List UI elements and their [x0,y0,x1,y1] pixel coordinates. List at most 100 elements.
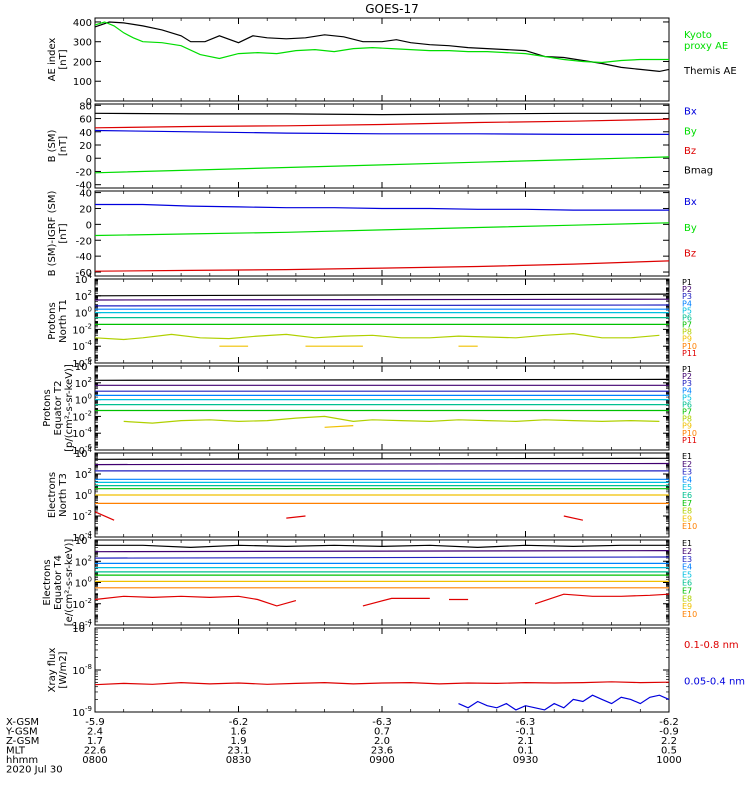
series-line-p1 [94,378,670,381]
plot-title: GOES-17 [365,2,419,16]
orbit-value: 0.5 [661,746,677,757]
y-tick-label: 102 [75,554,92,568]
y-tick-label: 10-2 [72,509,92,523]
y-tick-exponent: 4 [88,359,93,367]
legend-label-line: By [684,126,697,137]
y-axis-title-line: [W/m2] [58,651,69,688]
series-line-e2 [94,550,670,553]
series-line-p1 [94,293,670,297]
orbit-value: 0900 [369,755,394,766]
y-tick-label: 100 [75,576,92,590]
orbit-value: 2.1 [518,736,534,747]
legend-label-p5: P5 [682,306,692,315]
legend-label-e10: E10 [682,610,697,619]
y-tick-label: 20 [79,141,92,152]
series-line-e10 [563,515,584,521]
y-tick-label: -20 [76,236,92,247]
orbit-value: 0800 [82,755,107,766]
series-line-0-05-0-4-nm [458,694,670,711]
legend-label-line: Bz [684,249,696,260]
y-tick-exponent: 2 [88,554,92,562]
orbit-row-label: X-GSM [6,717,39,728]
legend-label: Themis AE [683,66,737,77]
y-tick-label: 0 [86,97,92,108]
y-axis-title: AE index[nT] [47,38,69,82]
legend-label-e4: E4 [682,563,692,572]
series-line-e2 [94,462,670,466]
series-line-p3 [94,304,670,307]
legend-label: Bz [684,146,696,157]
y-tick-label: 10-2 [72,322,92,336]
orbit-value: 22.6 [84,746,106,757]
y-tick-label: 104 [75,359,93,373]
y-axis-title-line: B (SM)-IGRF (SM) [47,191,58,277]
legend-label-e1: E1 [682,452,692,461]
y-tick-label: 60 [79,115,92,126]
y-tick-exponent: -4 [85,426,93,434]
legend-label-p9: P9 [682,335,692,344]
y-axis-title-line: B (SM) [47,129,58,162]
series-line-e1 [94,457,670,460]
orbit-value: 0.1 [518,746,534,757]
legend-label-e7: E7 [682,499,692,508]
orbit-value: -6.2 [659,717,679,728]
legend-label: 0.05-0.4 nm [684,677,745,688]
series-line-e1 [95,544,669,549]
y-tick-label: 104 [75,533,93,547]
legend-label-p8: P8 [682,328,692,337]
legend-label-p7: P7 [682,321,692,330]
y-tick-label: 100 [75,393,92,407]
orbit-value: 23.1 [227,746,249,757]
legend-label-line: By [684,223,697,234]
y-axis-title-line: [p/(cm²-s-sr-keV)] [64,364,75,452]
panel-2: 40 20 0 -20 -40 -60 B (SM)-IGRF (SM)[nT] Bx By Bz [47,189,697,279]
legend-label-e5: E5 [682,571,692,580]
y-axis-title: ElectronsEquator T4[e/(cm²-s-sr-keV)] [42,539,75,627]
y-axis-title: B (SM)-IGRF (SM)[nT] [47,191,69,277]
y-axis-title-line: Xray flux [47,648,58,693]
legend-label: Bx [684,107,697,118]
legend-label: Bmag [684,165,713,176]
legend-label: 0.1-0.8 nm [684,640,739,651]
legend-label-e3: E3 [682,468,692,477]
y-tick-exponent: -2 [85,409,92,417]
orbit-value: 23.6 [371,746,393,757]
legend-label-e7: E7 [682,586,692,595]
legend-label-e10: E10 [682,522,697,531]
y-tick-exponent: 2 [88,467,92,475]
legend-label-p3: P3 [682,379,692,388]
y-tick-exponent: 2 [88,289,92,297]
panel-0: 0 100 200 300 400 AE index[nT] Kyoto proxy AE Th… [47,17,737,108]
legend-label-e9: E9 [682,602,692,611]
y-tick-exponent: 0 [88,306,92,314]
legend-label-e2: E2 [682,460,692,469]
orbit-value: 0.7 [374,727,390,738]
legend-label-line: Bx [684,197,697,208]
y-axis-title-line: Equator T4 [53,555,64,610]
legend-label-p10: P10 [682,342,697,351]
y-tick-label: 102 [75,376,92,390]
legend-label: Bz [684,249,696,260]
series-line-bx [94,129,669,135]
legend-label: Kyoto proxy AE [684,30,728,52]
series-line-e10 [286,515,306,519]
series-line-0-1-0-8-nm [94,681,670,686]
legend-label-e1: E1 [682,539,692,548]
legend-label-p4: P4 [682,299,692,308]
series-line-p9 [324,425,354,428]
orbit-value: -0.9 [659,727,679,738]
date-label: 2020 Jul 30 [6,765,63,776]
legend-label-line: proxy AE [684,41,728,52]
orbit-value: -0.1 [516,727,536,738]
y-axis-title: Xray flux[W/m2] [47,648,69,693]
legend-label-e8: E8 [682,594,692,603]
orbit-row-label: MLT [6,746,26,757]
legend-label-line: Bx [684,107,697,118]
orbit-value: 0830 [226,755,251,766]
orbit-row-label: Y-GSM [5,727,38,738]
panel-frame [94,17,670,102]
orbit-value: 2.4 [87,727,103,738]
